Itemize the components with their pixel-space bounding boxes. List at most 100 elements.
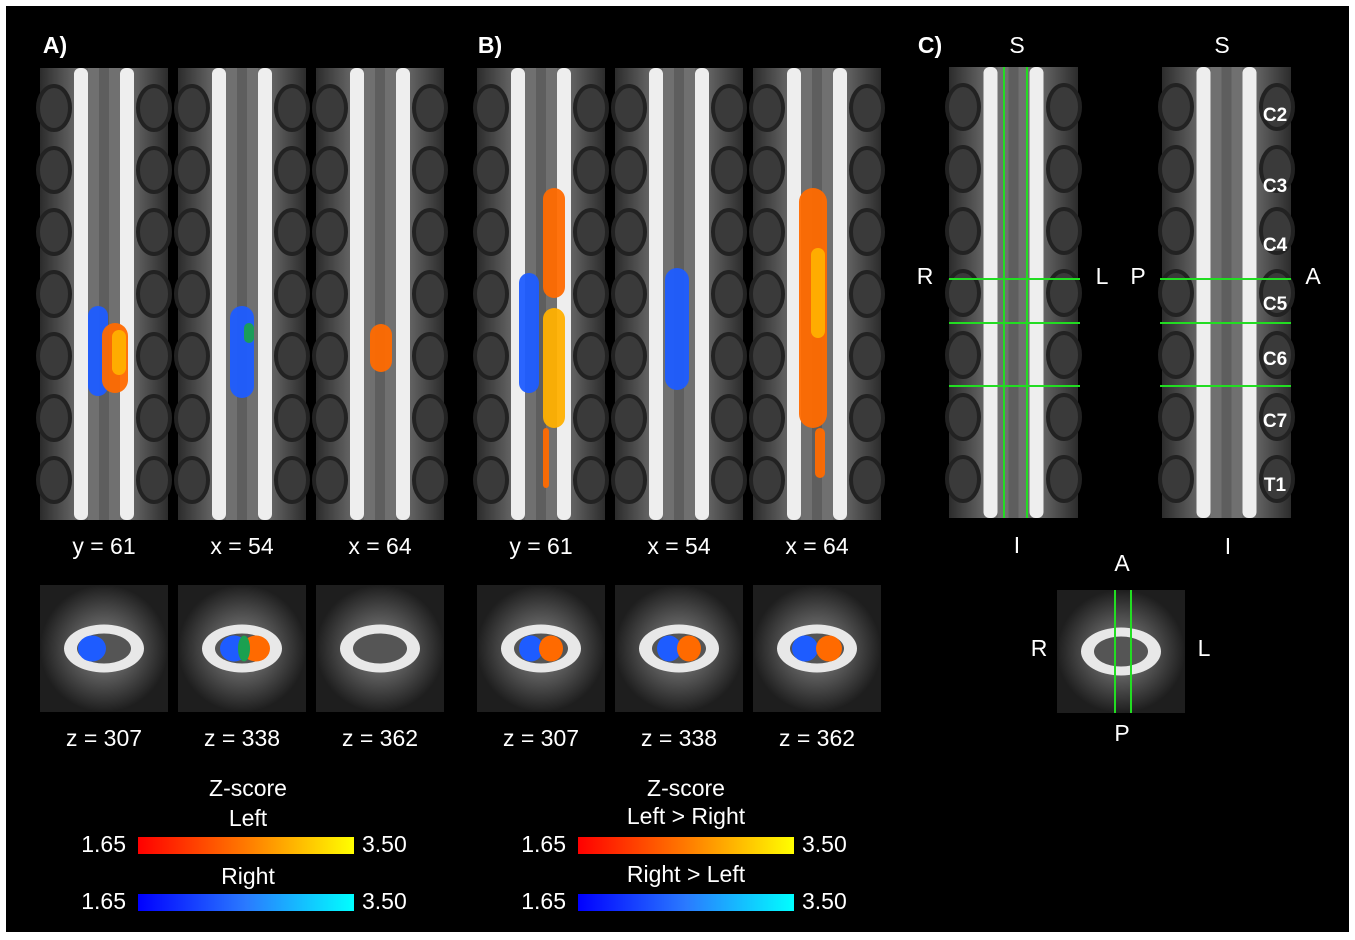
vertebra bbox=[613, 334, 645, 378]
vertebra bbox=[947, 395, 979, 439]
vertebra bbox=[751, 458, 783, 502]
vertebra bbox=[613, 458, 645, 502]
label: z = 338 bbox=[204, 725, 280, 751]
label: A) bbox=[43, 32, 67, 58]
label: 3.50 bbox=[362, 831, 407, 857]
label: z = 362 bbox=[342, 725, 418, 751]
vertebra bbox=[314, 396, 346, 440]
vertebra bbox=[851, 210, 883, 254]
vertebra bbox=[38, 148, 70, 192]
vertebra bbox=[947, 457, 979, 501]
activation bbox=[370, 324, 392, 372]
vertebra bbox=[475, 334, 507, 378]
label: C4 bbox=[1263, 235, 1288, 256]
activation bbox=[677, 636, 701, 662]
vertebra bbox=[1048, 209, 1080, 253]
activation bbox=[816, 636, 842, 662]
vertebra bbox=[1160, 395, 1192, 439]
vertebra bbox=[276, 334, 308, 378]
vertebra bbox=[851, 86, 883, 130]
label: C3 bbox=[1263, 176, 1287, 197]
vertebra bbox=[575, 334, 607, 378]
vertebra bbox=[138, 272, 170, 316]
label: x = 54 bbox=[210, 533, 274, 559]
vertebra bbox=[314, 458, 346, 502]
vertebra bbox=[613, 396, 645, 440]
vertebra bbox=[1048, 85, 1080, 129]
vertebra bbox=[138, 334, 170, 378]
vertebra bbox=[851, 148, 883, 192]
vertebra bbox=[176, 148, 208, 192]
vertebra bbox=[138, 148, 170, 192]
vertebra bbox=[947, 147, 979, 191]
cord-center bbox=[375, 68, 385, 520]
label: x = 54 bbox=[647, 533, 711, 559]
vertebra bbox=[414, 458, 446, 502]
vertebra bbox=[38, 272, 70, 316]
activation bbox=[238, 636, 250, 662]
cord-center bbox=[237, 68, 247, 520]
vertebra bbox=[176, 210, 208, 254]
label: y = 61 bbox=[509, 533, 572, 559]
vertebra bbox=[176, 86, 208, 130]
cord-center bbox=[1222, 67, 1232, 518]
vertebra bbox=[575, 210, 607, 254]
activation bbox=[543, 308, 565, 428]
vertebra bbox=[947, 85, 979, 129]
csf bbox=[1243, 67, 1257, 518]
vertebra bbox=[1048, 147, 1080, 191]
vertebra bbox=[575, 458, 607, 502]
vertebra bbox=[613, 210, 645, 254]
cord bbox=[1094, 637, 1148, 667]
vertebra bbox=[138, 458, 170, 502]
vertebra bbox=[751, 86, 783, 130]
vertebra bbox=[713, 148, 745, 192]
vertebra bbox=[276, 396, 308, 440]
csf bbox=[396, 68, 410, 520]
csf bbox=[649, 68, 663, 520]
csf bbox=[212, 68, 226, 520]
label: z = 307 bbox=[503, 725, 579, 751]
vertebra bbox=[851, 396, 883, 440]
vertebra bbox=[713, 396, 745, 440]
vertebra bbox=[314, 210, 346, 254]
vertebra bbox=[276, 148, 308, 192]
vertebra bbox=[138, 396, 170, 440]
vertebra bbox=[414, 210, 446, 254]
activation bbox=[811, 248, 825, 338]
vertebra bbox=[38, 458, 70, 502]
vertebra bbox=[1160, 457, 1192, 501]
vertebra bbox=[314, 272, 346, 316]
label: L bbox=[1096, 263, 1109, 289]
activation bbox=[543, 188, 565, 298]
colorbar bbox=[138, 894, 354, 911]
label: x = 64 bbox=[348, 533, 412, 559]
vertebra bbox=[851, 458, 883, 502]
vertebra bbox=[947, 271, 979, 315]
vertebra bbox=[276, 458, 308, 502]
label: L bbox=[1198, 635, 1211, 661]
label: P bbox=[1130, 263, 1145, 289]
vertebra bbox=[1160, 209, 1192, 253]
vertebra bbox=[276, 210, 308, 254]
cord-center bbox=[99, 68, 109, 520]
label: C) bbox=[918, 32, 942, 58]
vertebra bbox=[575, 396, 607, 440]
vertebra bbox=[751, 396, 783, 440]
label: z = 362 bbox=[779, 725, 855, 751]
vertebra bbox=[38, 210, 70, 254]
label: 1.65 bbox=[521, 831, 566, 857]
label: R bbox=[1031, 635, 1048, 661]
vertebra bbox=[713, 272, 745, 316]
vertebra bbox=[751, 334, 783, 378]
vertebra bbox=[713, 210, 745, 254]
label: Z-score bbox=[209, 775, 287, 801]
vertebra bbox=[947, 209, 979, 253]
label: 3.50 bbox=[802, 888, 847, 914]
activation bbox=[78, 636, 106, 662]
vertebra bbox=[176, 334, 208, 378]
label: Right bbox=[221, 863, 275, 889]
vertebra bbox=[1160, 85, 1192, 129]
label: 1.65 bbox=[521, 888, 566, 914]
label: T1 bbox=[1264, 475, 1287, 496]
